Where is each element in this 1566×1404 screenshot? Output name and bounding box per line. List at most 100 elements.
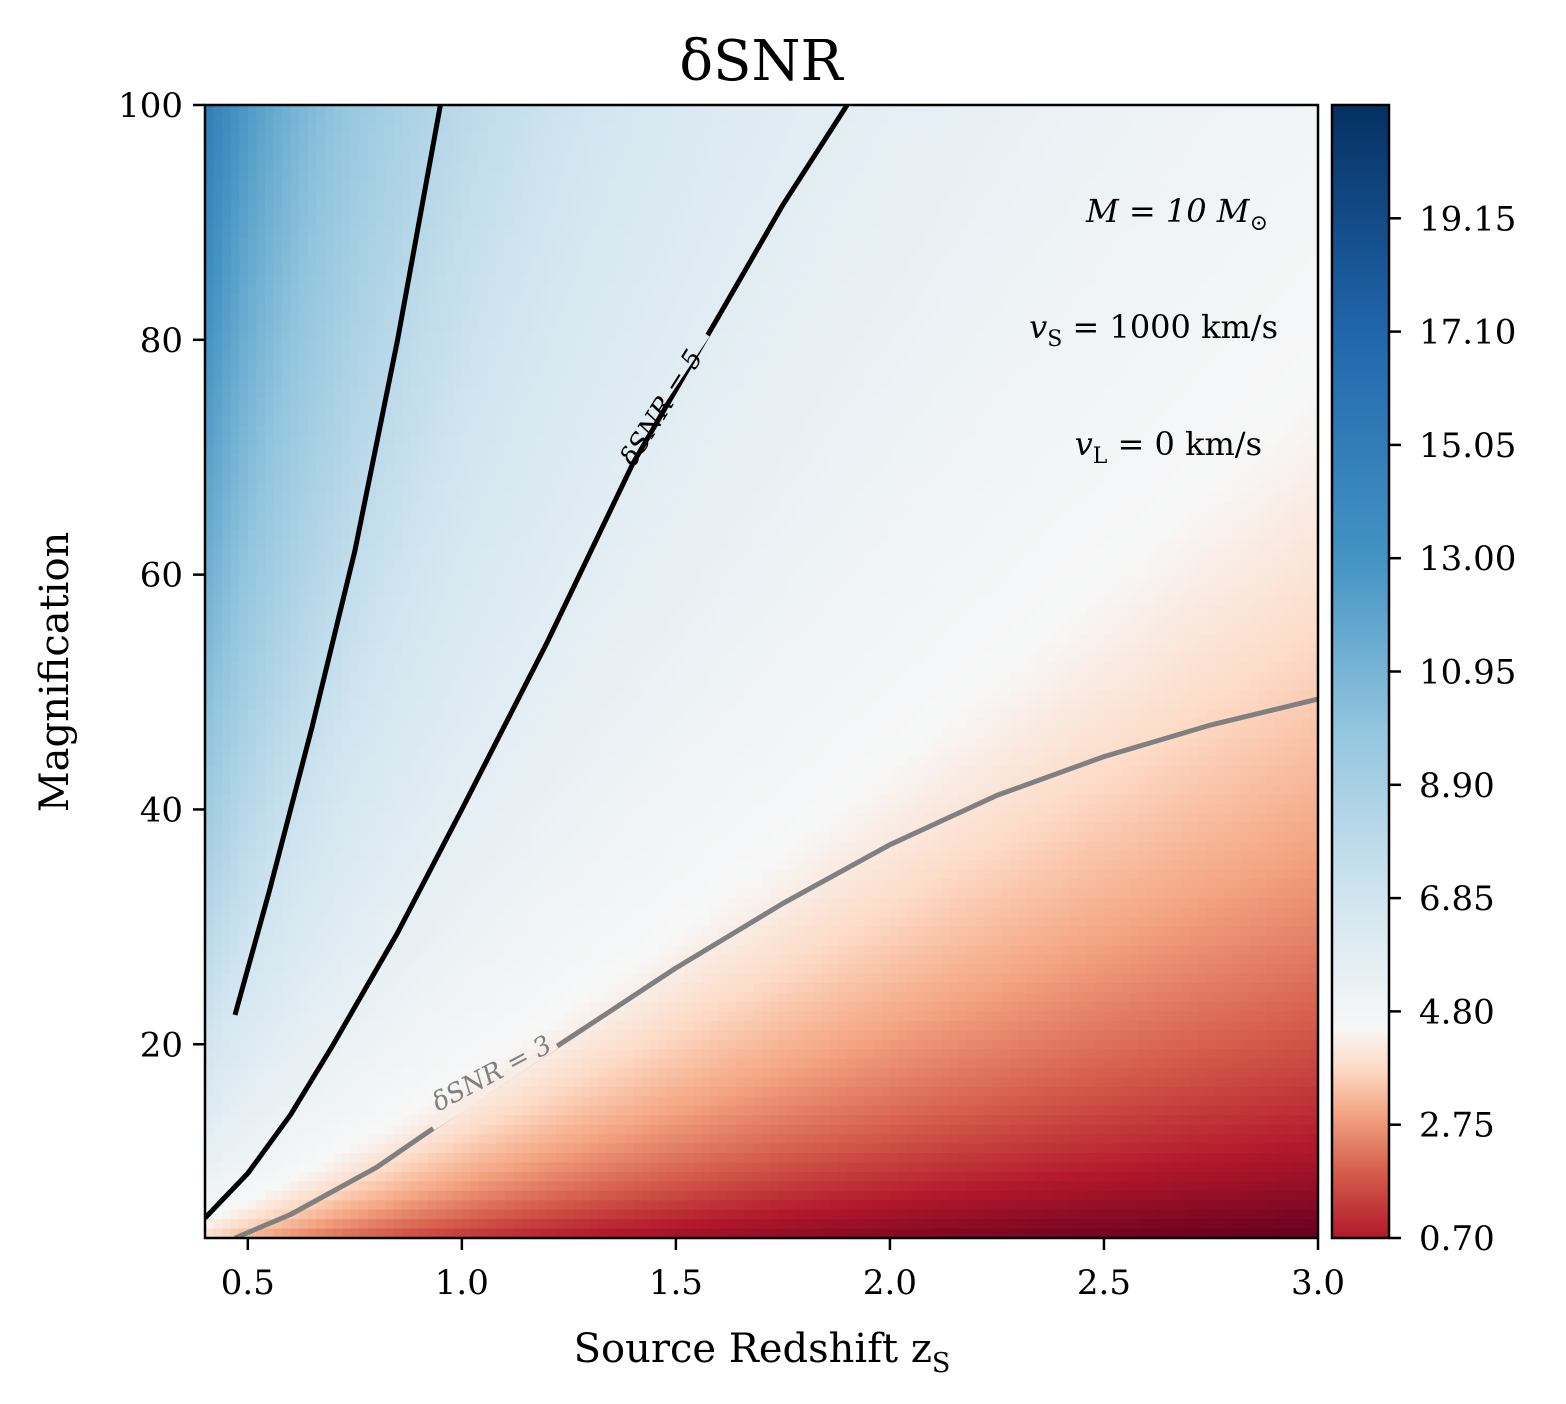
- heatmap-cell: [393, 567, 403, 578]
- heatmap-cell: [453, 1124, 463, 1135]
- heatmap-cell: [504, 1115, 514, 1126]
- heatmap-cell: [393, 123, 403, 134]
- heatmap-cell: [376, 1096, 386, 1107]
- heatmap-cell: [256, 1209, 266, 1220]
- heatmap-cell: [470, 265, 480, 276]
- heatmap-cell: [384, 189, 394, 201]
- heatmap-cell: [410, 907, 420, 918]
- heatmap-cell: [547, 775, 557, 786]
- heatmap-cell: [487, 860, 497, 871]
- heatmap-cell: [496, 388, 506, 399]
- heatmap-cell: [461, 558, 472, 569]
- heatmap-cell: [230, 520, 240, 531]
- heatmap-cell: [350, 246, 360, 257]
- heatmap-cell: [530, 907, 540, 918]
- heatmap-cell: [230, 416, 240, 427]
- heatmap-cell: [384, 1190, 394, 1201]
- heatmap-cell: [273, 199, 283, 210]
- heatmap-cell: [513, 803, 523, 814]
- heatmap-cell: [316, 1096, 326, 1107]
- heatmap-cell: [427, 407, 437, 418]
- heatmap-cell: [547, 1020, 557, 1031]
- heatmap-cell: [401, 1171, 412, 1182]
- heatmap-cell: [410, 1209, 420, 1220]
- heatmap-cell: [256, 133, 266, 144]
- heatmap-cell: [299, 369, 309, 380]
- heatmap-cell: [427, 350, 437, 361]
- heatmap-cell: [393, 643, 403, 654]
- heatmap-cell: [264, 662, 275, 673]
- heatmap-cell: [256, 1058, 266, 1069]
- heatmap-cell: [222, 643, 232, 654]
- heatmap-cell: [230, 813, 240, 824]
- heatmap-cell: [350, 945, 360, 956]
- heatmap-cell: [513, 1209, 523, 1220]
- heatmap-cell: [333, 1134, 343, 1145]
- heatmap-cell: [513, 426, 523, 437]
- heatmap-cell: [453, 567, 463, 578]
- heatmap-cell: [222, 142, 232, 153]
- heatmap-cell: [333, 482, 343, 493]
- heatmap-cell: [401, 520, 412, 531]
- heatmap-cell: [299, 1171, 309, 1182]
- heatmap-cell: [316, 331, 326, 342]
- heatmap-cell: [419, 322, 429, 333]
- heatmap-cell: [273, 1011, 283, 1022]
- heatmap-cell: [530, 227, 540, 238]
- heatmap-cell: [205, 652, 215, 663]
- heatmap-cell: [376, 152, 386, 163]
- heatmap-cell: [410, 378, 420, 389]
- heatmap-cell: [367, 614, 377, 625]
- heatmap-cell: [384, 1049, 394, 1060]
- heatmap-cell: [538, 246, 549, 257]
- heatmap-cell: [222, 841, 232, 852]
- heatmap-cell: [256, 482, 266, 493]
- heatmap-cell: [307, 888, 317, 899]
- heatmap-cell: [436, 463, 446, 474]
- heatmap-cell: [453, 888, 463, 899]
- heatmap-cell: [307, 595, 317, 607]
- heatmap-cell: [282, 595, 292, 607]
- heatmap-cell: [290, 850, 300, 861]
- heatmap-cell: [393, 841, 403, 852]
- heatmap-cell: [410, 350, 420, 361]
- heatmap-cell: [359, 208, 369, 219]
- heatmap-cell: [367, 1086, 377, 1097]
- heatmap-cell: [299, 510, 309, 522]
- heatmap-cell: [427, 369, 437, 380]
- heatmap-cell: [367, 331, 377, 342]
- heatmap-cell: [504, 407, 514, 418]
- heatmap-cell: [487, 246, 497, 257]
- heatmap-cell: [341, 105, 352, 116]
- heatmap-cell: [359, 105, 369, 116]
- heatmap-cell: [453, 737, 463, 748]
- heatmap-cell: [324, 1219, 335, 1230]
- heatmap-cell: [487, 359, 497, 370]
- heatmap-cell: [393, 293, 403, 304]
- heatmap-cell: [461, 775, 472, 786]
- heatmap-cell: [513, 709, 523, 720]
- heatmap-cell: [521, 624, 531, 635]
- heatmap-cell: [316, 775, 326, 786]
- heatmap-cell: [316, 794, 326, 805]
- heatmap-cell: [333, 1162, 343, 1173]
- heatmap-cell: [299, 388, 309, 399]
- heatmap-cell: [478, 416, 489, 427]
- heatmap-cell: [521, 510, 531, 522]
- heatmap-cell: [461, 1190, 472, 1201]
- heatmap-cell: [530, 529, 540, 540]
- heatmap-cell: [376, 171, 386, 182]
- heatmap-cell: [436, 1039, 446, 1050]
- heatmap-cell: [393, 208, 403, 219]
- heatmap-cell: [307, 954, 317, 965]
- heatmap-cell: [324, 624, 335, 635]
- heatmap-cell: [401, 718, 412, 729]
- heatmap-cell: [273, 869, 283, 880]
- heatmap-cell: [470, 341, 480, 352]
- heatmap-cell: [205, 529, 215, 540]
- heatmap-cell: [222, 435, 232, 446]
- heatmap-cell: [393, 803, 403, 814]
- heatmap-cell: [478, 454, 489, 465]
- heatmap-cell: [521, 1115, 531, 1126]
- heatmap-cell: [230, 1030, 240, 1041]
